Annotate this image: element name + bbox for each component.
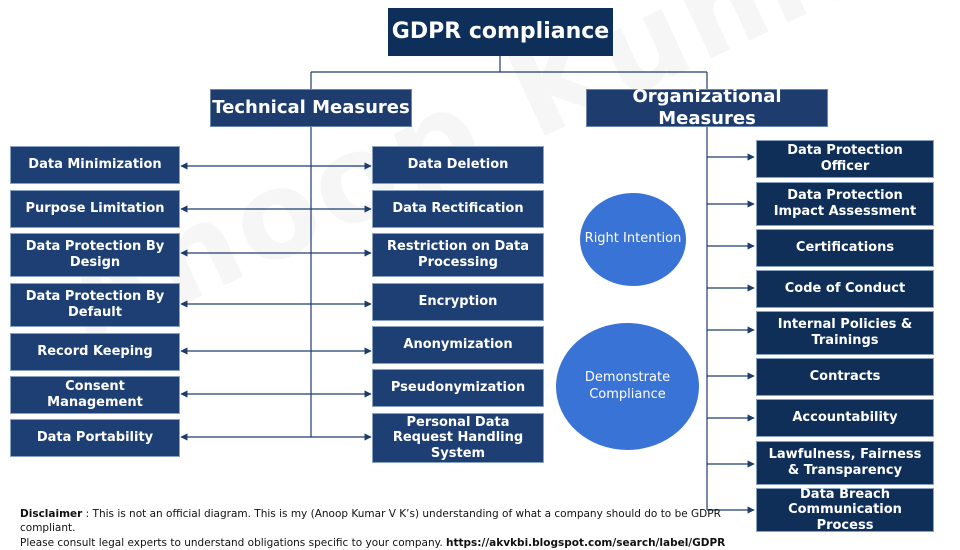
node-encryption: Encryption [372,283,544,321]
disclaimer: Disclaimer : This is not an official dia… [20,507,740,550]
node-purpose-limitation: Purpose Limitation [10,190,180,228]
node-data-protection-officer: Data Protection Officer [756,140,934,178]
node-pseudonymization: Pseudonymization [372,369,544,407]
node-internal-policies-trainings: Internal Policies & Trainings [756,311,934,355]
node-anonymization: Anonymization [372,326,544,364]
disclaimer-label: Disclaimer [20,508,83,520]
node-certifications: Certifications [756,229,934,267]
demonstrate-compliance-circle: Demonstrate Compliance [556,323,699,450]
node-data-protection-by-default: Data Protection By Default [10,283,180,327]
root-node: GDPR compliance [388,8,613,56]
node-lawfulness-fairness-transparency: Lawfulness, Fairness & Transparency [756,441,934,485]
node-data-deletion: Data Deletion [372,146,544,184]
right-intention-circle: Right Intention [580,193,686,286]
node-data-minimization: Data Minimization [10,146,180,184]
technical-measures-header: Technical Measures [210,89,412,127]
node-record-keeping: Record Keeping [10,333,180,371]
node-data-portability: Data Portability [10,419,180,457]
organizational-measures-header: Organizational Measures [586,86,828,129]
disclaimer-link[interactable]: https://akvkbi.blogspot.com/search/label… [446,536,726,549]
node-accountability: Accountability [756,399,934,437]
node-code-of-conduct: Code of Conduct [756,270,934,308]
node-restriction-on-data-processing: Restriction on Data Processing [372,233,544,277]
node-data-protection-by-design: Data Protection By Design [10,233,180,277]
node-data-rectification: Data Rectification [372,190,544,228]
node-data-breach-communication: Data Breach Communication Process [756,487,934,533]
node-consent-management: Consent Management [10,376,180,414]
node-contracts: Contracts [756,358,934,396]
disclaimer-line2: Please consult legal experts to understa… [20,536,447,549]
disclaimer-line1: : This is not an official diagram. This … [20,508,721,535]
node-personal-data-request-handling: Personal Data Request Handling System [372,413,544,463]
node-dpia: Data Protection Impact Assessment [756,182,934,226]
